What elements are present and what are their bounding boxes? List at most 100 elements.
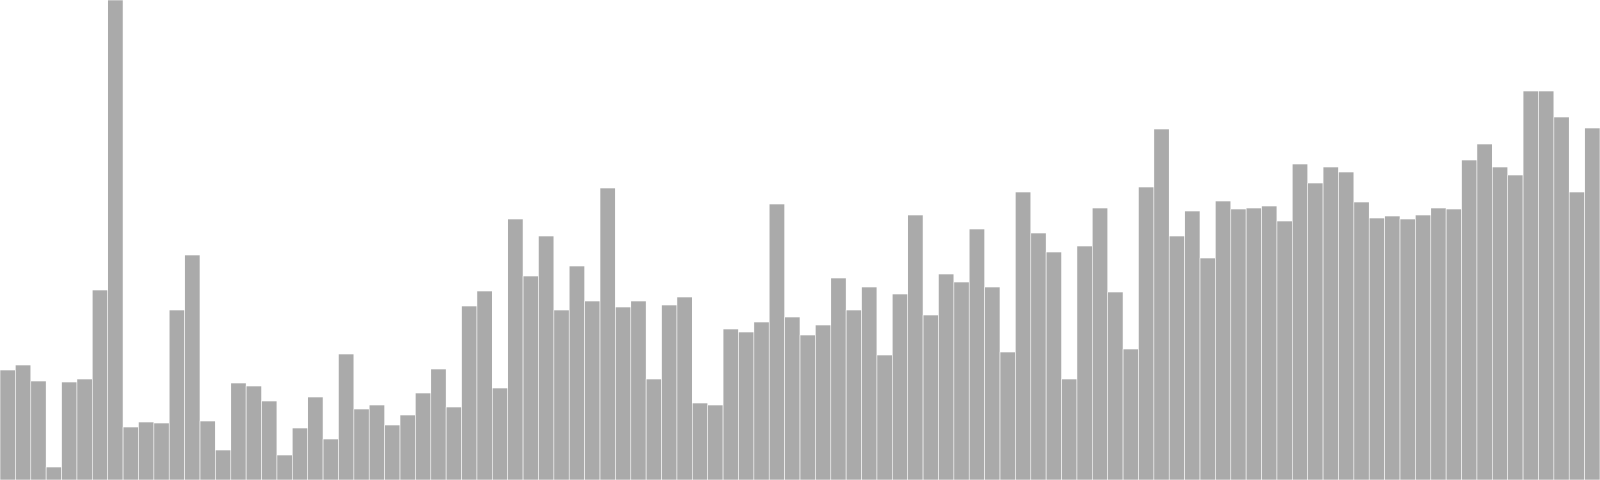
bar xyxy=(245,385,262,480)
bar xyxy=(353,408,370,480)
bar xyxy=(984,286,1001,480)
bar xyxy=(1322,166,1339,480)
bar xyxy=(307,396,324,480)
bar xyxy=(1307,182,1324,480)
bar xyxy=(1230,208,1247,480)
bar xyxy=(661,304,678,480)
bar xyxy=(368,404,385,480)
bar xyxy=(1568,191,1585,480)
bar xyxy=(1276,220,1293,480)
bar xyxy=(430,368,447,480)
bar xyxy=(738,331,755,480)
bar xyxy=(230,382,247,480)
bar xyxy=(676,296,693,480)
bar xyxy=(1138,186,1155,480)
bar xyxy=(1015,191,1032,480)
bar xyxy=(938,273,955,480)
bar xyxy=(153,422,170,480)
bar xyxy=(261,400,278,480)
bar xyxy=(568,265,585,480)
bar xyxy=(1184,210,1201,480)
bar xyxy=(1030,232,1047,480)
bar xyxy=(784,316,801,480)
bar xyxy=(322,438,339,480)
bar xyxy=(1492,166,1508,480)
bar xyxy=(168,309,185,480)
bar xyxy=(1261,205,1278,480)
bar xyxy=(107,0,124,480)
bar xyxy=(553,309,570,480)
bar xyxy=(76,378,93,480)
bar xyxy=(1507,174,1524,480)
bar xyxy=(799,334,816,480)
bar xyxy=(92,289,108,480)
bar xyxy=(61,381,78,480)
bar xyxy=(953,281,970,480)
bar xyxy=(1415,214,1432,480)
bar xyxy=(1338,171,1355,480)
bar xyxy=(1538,90,1555,480)
bar xyxy=(507,218,524,480)
bar xyxy=(45,466,62,480)
bar xyxy=(522,275,539,480)
bar xyxy=(615,306,632,480)
bar xyxy=(276,454,293,480)
bar xyxy=(1122,348,1139,480)
bar xyxy=(922,314,939,480)
bar xyxy=(0,369,16,480)
bar xyxy=(122,426,139,480)
bar xyxy=(907,214,924,480)
bar xyxy=(399,414,416,480)
bar xyxy=(1522,90,1539,480)
bar xyxy=(30,380,47,480)
bar xyxy=(892,293,908,480)
bar xyxy=(1168,235,1185,480)
bar xyxy=(707,404,724,480)
bar xyxy=(1445,208,1462,480)
bar xyxy=(1045,251,1062,480)
bar xyxy=(1553,116,1570,480)
bar xyxy=(584,300,601,480)
bar xyxy=(753,321,770,480)
bar xyxy=(1245,207,1262,480)
bar xyxy=(445,406,462,480)
bar xyxy=(215,449,232,480)
bar xyxy=(538,235,555,480)
bar xyxy=(968,228,985,480)
bar xyxy=(692,402,708,480)
bar xyxy=(461,305,478,480)
bar xyxy=(999,351,1016,480)
bar xyxy=(138,421,155,480)
bar xyxy=(876,354,893,480)
bar xyxy=(1199,257,1216,480)
bar xyxy=(845,309,862,480)
bar xyxy=(1215,200,1232,480)
bar xyxy=(1368,217,1385,480)
bar xyxy=(768,203,785,480)
bar xyxy=(199,420,216,480)
bar xyxy=(830,277,847,480)
bar xyxy=(645,378,662,480)
bar xyxy=(1292,163,1308,480)
bar xyxy=(599,187,616,480)
bar xyxy=(1461,159,1478,480)
bar xyxy=(15,364,32,480)
bar xyxy=(476,290,493,480)
bar xyxy=(1476,143,1493,480)
bar xyxy=(1399,218,1416,480)
bar xyxy=(184,254,201,480)
bar xyxy=(1384,215,1401,480)
bar xyxy=(1353,201,1370,480)
bar xyxy=(338,353,355,480)
bar xyxy=(1061,378,1078,480)
bar xyxy=(630,300,647,480)
bar xyxy=(415,392,432,480)
bar xyxy=(1430,207,1447,480)
bar xyxy=(292,427,308,480)
bar xyxy=(1092,207,1108,480)
bar xyxy=(815,324,832,480)
bar xyxy=(861,286,878,480)
bar xyxy=(492,387,508,480)
bar xyxy=(1153,128,1170,480)
bar xyxy=(722,328,739,480)
